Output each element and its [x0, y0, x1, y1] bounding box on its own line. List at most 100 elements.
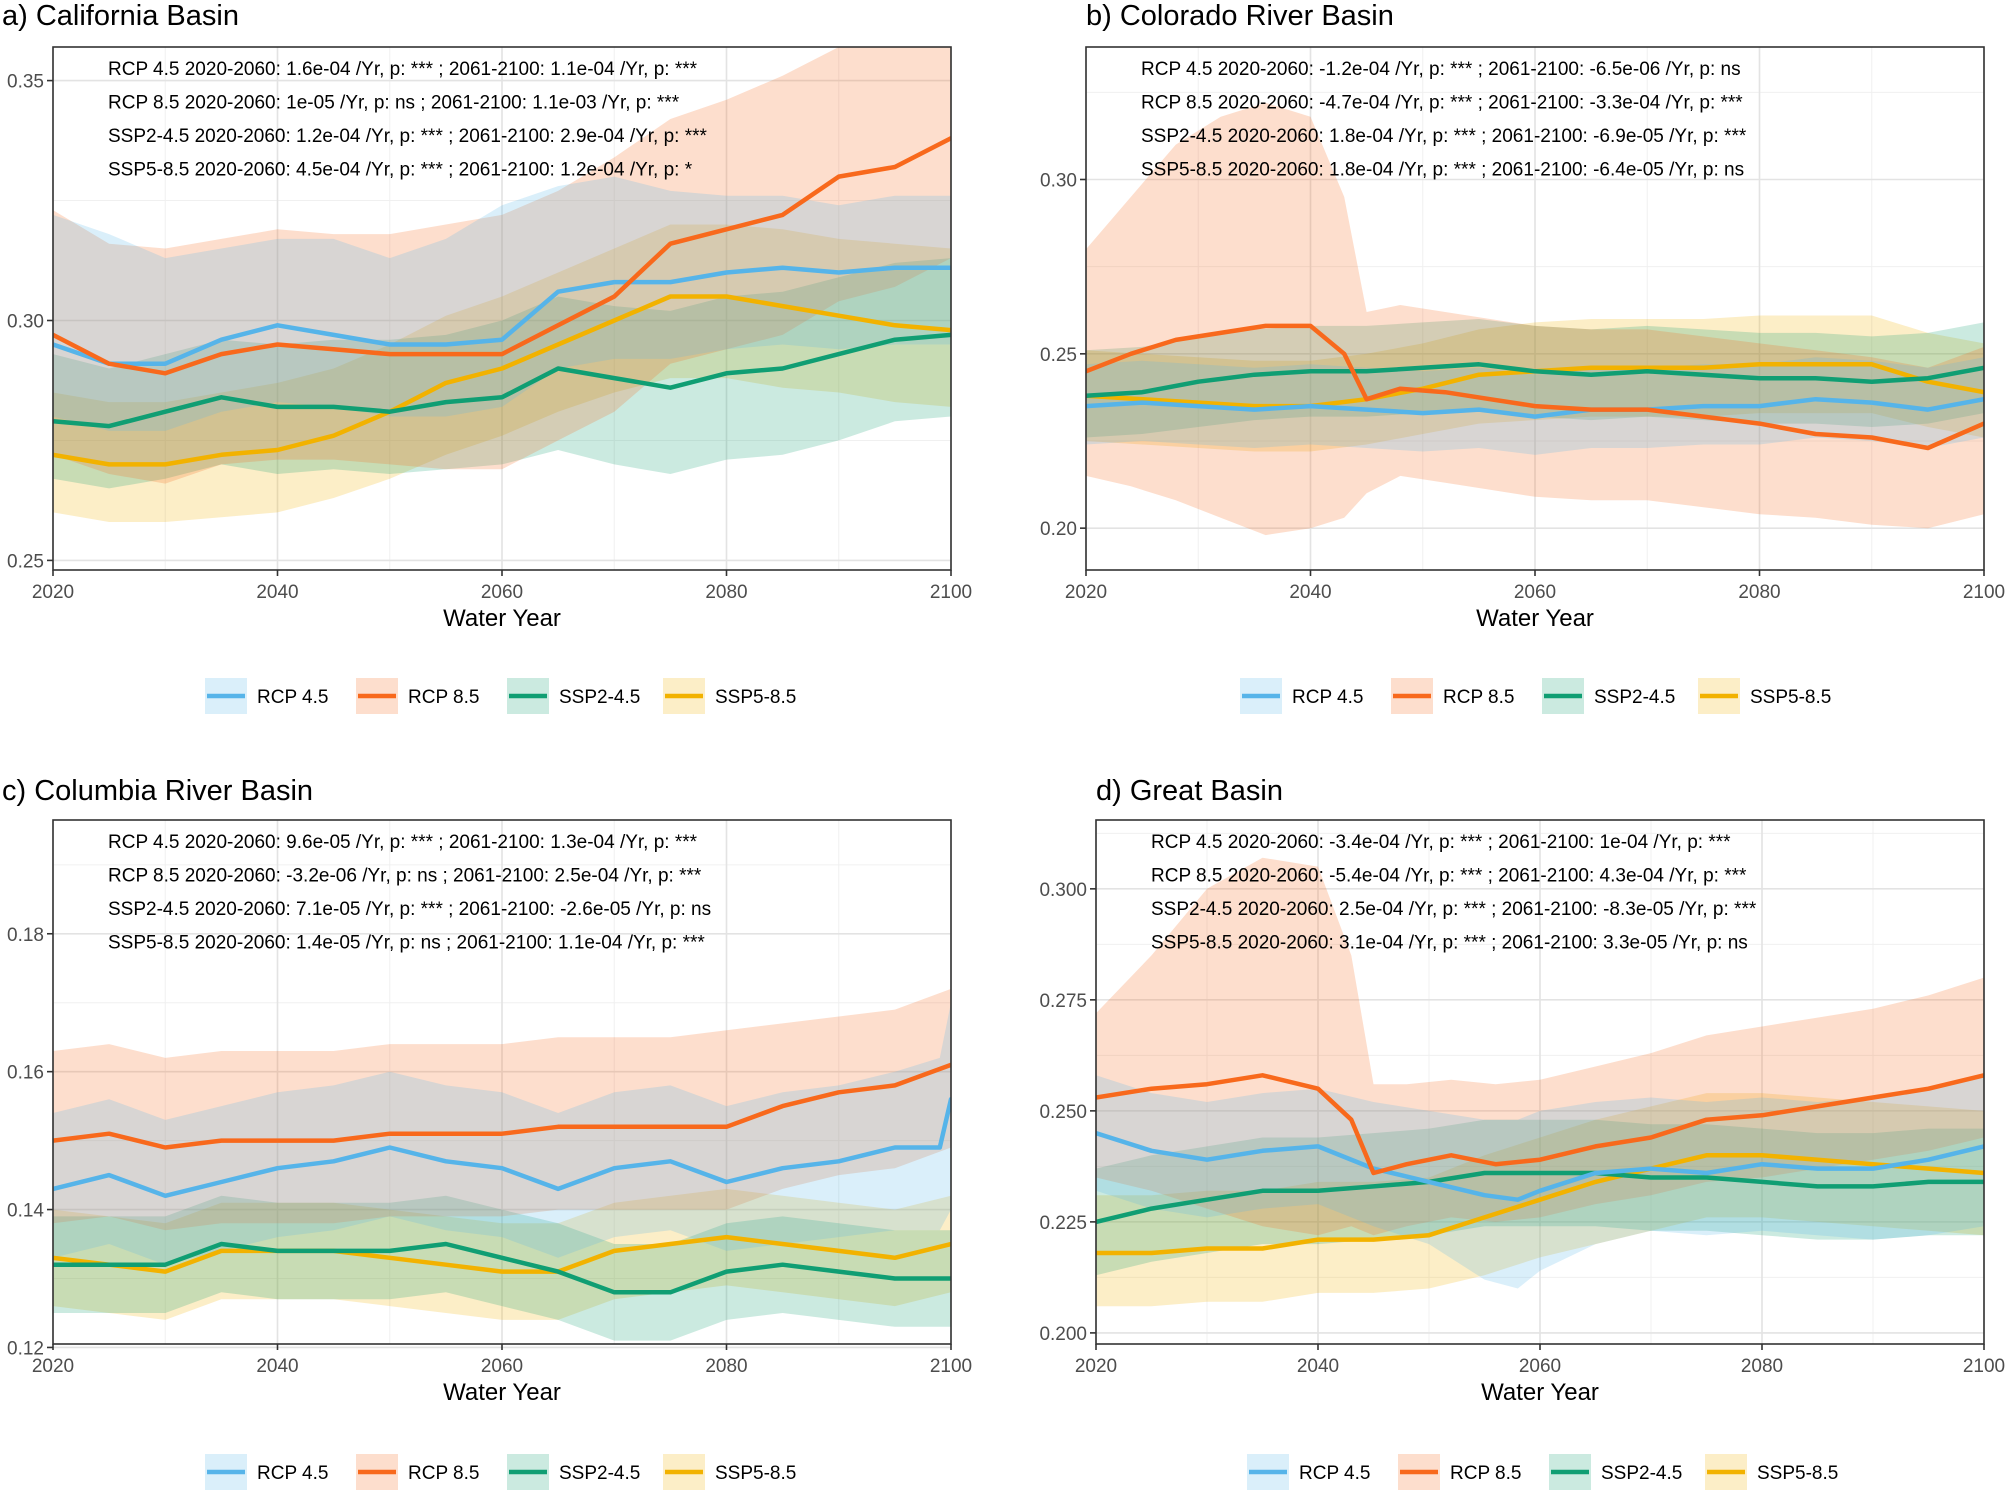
- panel-4: d) Great Basin RCP 4.5 2020-2060: -3.4e-0…: [1039, 775, 2005, 1490]
- x-tick-label: 2100: [1963, 582, 2005, 603]
- trend-annotation: SSP2-4.5 2020-2060: 2.5e-04 /Yr, p: *** …: [1151, 899, 1757, 920]
- y-tick-label: 0.30: [7, 311, 44, 332]
- legend: RCP 4.5 RCP 8.5 SSP2-4.5 SSP5-8.5: [205, 678, 796, 714]
- x-tick-label: 2060: [1514, 582, 1556, 603]
- x-tick-label: 2040: [256, 582, 298, 603]
- x-axis-title: Water Year: [443, 1379, 561, 1406]
- series-line-rcp-8-5: [1096, 1073, 1984, 1176]
- legend-label: RCP 8.5: [408, 687, 479, 708]
- x-tick-label: 2080: [1738, 582, 1780, 603]
- ribbon-rcp-4-5: [1096, 1075, 1984, 1289]
- panel-title: c) Columbia River Basin: [2, 775, 313, 807]
- trend-annotation: SSP5-8.5 2020-2060: 3.1e-04 /Yr, p: *** …: [1151, 933, 1748, 954]
- trend-annotation: RCP 8.5 2020-2060: 1e-05 /Yr, p: ns ; 20…: [108, 93, 680, 114]
- ribbon-rcp-8-5: [1086, 102, 1984, 536]
- plot-area: [53, 47, 951, 522]
- trend-annotation: RCP 8.5 2020-2060: -5.4e-04 /Yr, p: *** …: [1151, 866, 1747, 887]
- ribbon-ssp5-8-5: [53, 1188, 951, 1320]
- panel-3: c) Columbia River Basin RCP 4.5 2020-2060…: [2, 775, 972, 1490]
- plot-area: [53, 988, 951, 1341]
- ribbon-rcp-8-5: [53, 47, 951, 484]
- series-line-ssp5-8-5: [1096, 1153, 1984, 1256]
- x-axis-title: Water Year: [443, 605, 561, 632]
- y-tick-label: 0.16: [7, 1063, 44, 1084]
- x-tick-label: 2020: [1075, 1356, 1117, 1377]
- trend-annotation: RCP 8.5 2020-2060: -3.2e-06 /Yr, p: ns ;…: [108, 866, 702, 887]
- y-tick-label: 0.20: [1040, 519, 1077, 540]
- legend: RCP 4.5 RCP 8.5 SSP2-4.5 SSP5-8.5: [1240, 678, 1831, 714]
- legend-label: SSP2-4.5: [559, 1463, 640, 1484]
- x-tick-label: 2060: [481, 582, 523, 603]
- series-line-ssp2-4-5: [1086, 362, 1984, 398]
- series-line-rcp-4-5: [53, 265, 951, 366]
- trend-annotation: SSP5-8.5 2020-2060: 4.5e-04 /Yr, p: *** …: [108, 160, 693, 181]
- series-line-ssp2-4-5: [53, 1241, 951, 1295]
- x-tick-label: 2040: [1297, 1356, 1339, 1377]
- y-tick-label: 0.300: [1039, 880, 1087, 901]
- x-tick-label: 2020: [32, 582, 74, 603]
- legend: RCP 4.5 RCP 8.5 SSP2-4.5 SSP5-8.5: [205, 1454, 796, 1490]
- legend-label: RCP 4.5: [257, 1463, 328, 1484]
- legend: RCP 4.5 RCP 8.5 SSP2-4.5 SSP5-8.5: [1247, 1454, 1838, 1490]
- x-tick-label: 2040: [1289, 582, 1331, 603]
- x-axis-title: Water Year: [1476, 605, 1594, 632]
- y-tick-label: 0.18: [7, 925, 44, 946]
- x-axis-title: Water Year: [1481, 1379, 1599, 1406]
- legend-label: RCP 4.5: [257, 687, 328, 708]
- x-tick-label: 2060: [481, 1356, 523, 1377]
- x-tick-label: 2080: [705, 1356, 747, 1377]
- y-tick-label: 0.25: [1040, 345, 1077, 366]
- y-tick-label: 0.25: [7, 551, 44, 572]
- series-line-rcp-8-5: [53, 1062, 951, 1150]
- series-line-ssp2-4-5: [53, 332, 951, 429]
- x-tick-label: 2080: [1741, 1356, 1783, 1377]
- panel-1: a) California Basin RCP 4.5 2020-2060: 1.…: [2, 0, 972, 714]
- y-tick-label: 0.30: [1040, 170, 1077, 191]
- panel-2: b) Colorado River Basin RCP 4.5 2020-2060…: [1040, 0, 2005, 714]
- trend-annotation: RCP 4.5 2020-2060: 9.6e-05 /Yr, p: *** ;…: [108, 832, 698, 853]
- trend-annotation: SSP2-4.5 2020-2060: 7.1e-05 /Yr, p: *** …: [108, 899, 711, 920]
- legend-label: RCP 8.5: [408, 1463, 479, 1484]
- x-tick-label: 2100: [930, 1356, 972, 1377]
- series-line-ssp2-4-5: [1096, 1170, 1984, 1225]
- plot-area: [1086, 102, 1984, 536]
- ribbon-ssp2-4-5: [53, 258, 951, 489]
- legend-label: SSP5-8.5: [715, 1463, 796, 1484]
- ribbon-ssp5-8-5: [53, 224, 951, 522]
- y-tick-label: 0.250: [1039, 1102, 1087, 1123]
- legend-label: SSP2-4.5: [559, 687, 640, 708]
- series-line-rcp-4-5: [53, 1096, 951, 1199]
- plot-area: [1096, 857, 1984, 1307]
- x-tick-label: 2060: [1519, 1356, 1561, 1377]
- ribbon-ssp2-4-5: [53, 1195, 951, 1341]
- trend-annotation: RCP 4.5 2020-2060: -3.4e-04 /Yr, p: *** …: [1151, 832, 1731, 853]
- trend-annotation: SSP2-4.5 2020-2060: 1.8e-04 /Yr, p: *** …: [1141, 126, 1747, 147]
- ribbon-rcp-8-5: [1096, 857, 1984, 1236]
- legend-label: RCP 4.5: [1299, 1463, 1370, 1484]
- y-tick-label: 0.200: [1039, 1324, 1087, 1345]
- x-tick-label: 2020: [32, 1356, 74, 1377]
- x-tick-label: 2100: [930, 582, 972, 603]
- series-line-ssp5-8-5: [53, 1234, 951, 1274]
- legend-label: SSP2-4.5: [1601, 1463, 1682, 1484]
- y-tick-label: 0.12: [7, 1338, 44, 1359]
- x-tick-label: 2020: [1065, 582, 1107, 603]
- series-line-rcp-4-5: [1086, 396, 1984, 419]
- y-tick-label: 0.225: [1039, 1213, 1087, 1234]
- legend-label: SSP2-4.5: [1594, 687, 1675, 708]
- panel-title: a) California Basin: [2, 0, 239, 32]
- legend-label: SSP5-8.5: [715, 687, 796, 708]
- series-line-ssp5-8-5: [53, 294, 951, 467]
- x-tick-label: 2100: [1963, 1356, 2005, 1377]
- trend-annotation: SSP5-8.5 2020-2060: 1.4e-05 /Yr, p: ns ;…: [108, 933, 705, 954]
- trend-annotation: SSP2-4.5 2020-2060: 1.2e-04 /Yr, p: *** …: [108, 126, 708, 147]
- y-tick-label: 0.35: [7, 72, 44, 93]
- legend-label: SSP5-8.5: [1757, 1463, 1838, 1484]
- y-tick-label: 0.275: [1039, 991, 1087, 1012]
- trend-annotation: SSP5-8.5 2020-2060: 1.8e-04 /Yr, p: *** …: [1141, 160, 1744, 181]
- ribbon-ssp5-8-5: [1086, 315, 1984, 452]
- series-line-rcp-8-5: [53, 135, 951, 376]
- x-tick-label: 2080: [705, 582, 747, 603]
- x-tick-label: 2040: [256, 1356, 298, 1377]
